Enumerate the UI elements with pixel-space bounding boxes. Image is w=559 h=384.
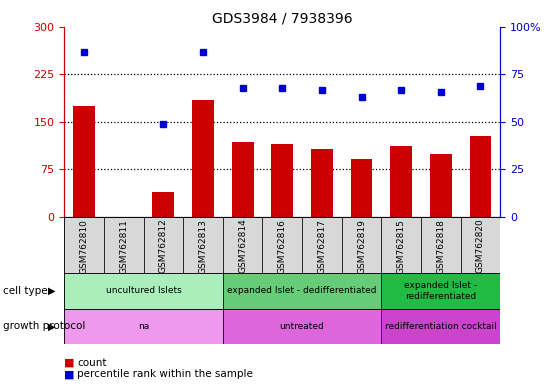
Bar	[390, 146, 412, 217]
Text: growth protocol: growth protocol	[3, 321, 85, 331]
Bar	[350, 159, 372, 217]
Text: ■: ■	[64, 358, 75, 368]
Bar	[381, 273, 500, 309]
Text: ■: ■	[64, 369, 75, 379]
Bar	[104, 217, 144, 273]
Bar	[192, 100, 214, 217]
Text: GSM762820: GSM762820	[476, 218, 485, 273]
Bar	[311, 149, 333, 217]
Bar	[223, 217, 263, 273]
Text: GSM762811: GSM762811	[119, 218, 128, 273]
Bar	[153, 192, 174, 217]
Text: na: na	[138, 322, 149, 331]
Text: GSM762814: GSM762814	[238, 218, 247, 273]
Bar	[381, 309, 500, 344]
Text: GSM762813: GSM762813	[198, 218, 207, 273]
Text: GSM762818: GSM762818	[437, 218, 446, 273]
Bar	[223, 309, 381, 344]
Bar	[232, 142, 254, 217]
Text: expanded Islet -
redifferentiated: expanded Islet - redifferentiated	[404, 281, 477, 301]
Text: count: count	[77, 358, 107, 368]
Bar	[144, 217, 183, 273]
Bar	[342, 217, 381, 273]
Bar	[64, 273, 223, 309]
Text: GSM762817: GSM762817	[318, 218, 326, 273]
Bar	[430, 154, 452, 217]
Bar	[470, 136, 491, 217]
Text: uncultured Islets: uncultured Islets	[106, 286, 182, 295]
Bar	[302, 217, 342, 273]
Bar	[223, 273, 381, 309]
Bar	[421, 217, 461, 273]
Text: GSM762812: GSM762812	[159, 218, 168, 273]
Bar	[263, 217, 302, 273]
Text: GSM762815: GSM762815	[397, 218, 406, 273]
Bar	[461, 217, 500, 273]
Bar	[381, 217, 421, 273]
Text: untreated: untreated	[280, 322, 324, 331]
Text: ▶: ▶	[48, 286, 56, 296]
Text: GSM762810: GSM762810	[79, 218, 89, 273]
Bar	[64, 217, 104, 273]
Text: GSM762816: GSM762816	[278, 218, 287, 273]
Bar	[73, 106, 95, 217]
Text: percentile rank within the sample: percentile rank within the sample	[77, 369, 253, 379]
Bar	[183, 217, 223, 273]
Text: GSM762819: GSM762819	[357, 218, 366, 273]
Text: cell type: cell type	[3, 286, 48, 296]
Bar	[64, 309, 223, 344]
Text: ▶: ▶	[48, 321, 56, 331]
Text: expanded Islet - dedifferentiated: expanded Islet - dedifferentiated	[228, 286, 377, 295]
Bar	[272, 144, 293, 217]
Text: redifferentiation cocktail: redifferentiation cocktail	[385, 322, 497, 331]
Title: GDS3984 / 7938396: GDS3984 / 7938396	[212, 12, 353, 26]
